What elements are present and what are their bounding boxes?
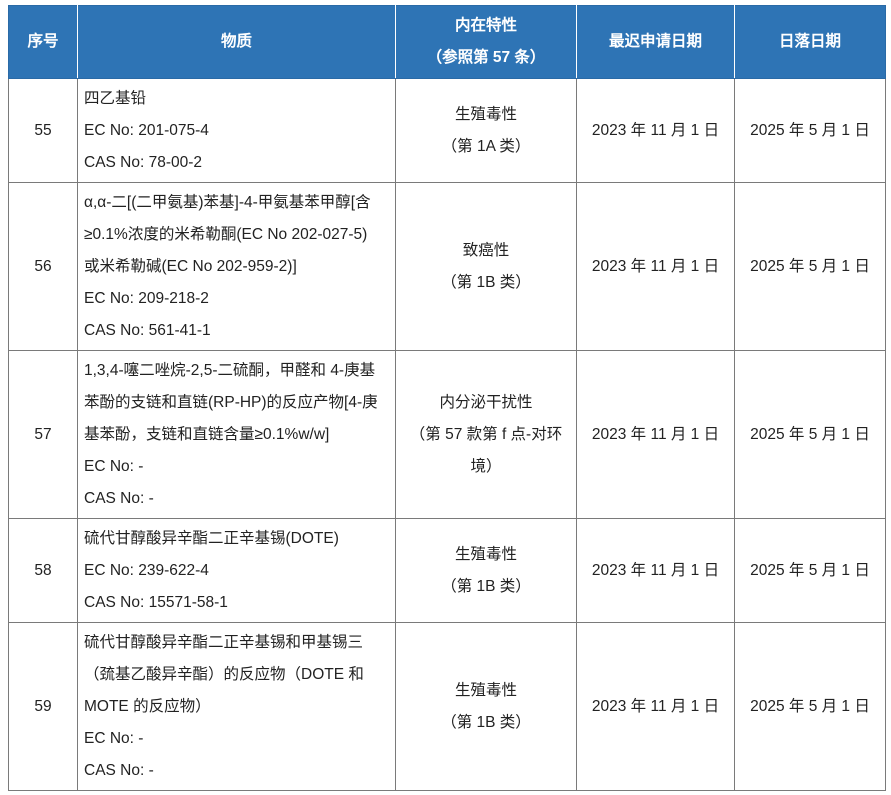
sunset-date: 2025 年 5 月 1 日 (734, 350, 886, 519)
table-header-row: 序号 物质 内在特性 （参照第 57 条） 最迟申请日期 日落日期 (8, 5, 886, 79)
substance-line: EC No: - (84, 457, 144, 475)
row-number: 55 (8, 78, 78, 183)
substance-line: 或米希勒碱(EC No 202-959-2)] (84, 257, 297, 275)
property-line: 境） (470, 457, 502, 475)
property-line: 致癌性 (462, 241, 510, 259)
substance-line: 苯酚的支链和直链(RP-HP)的反应产物[4-庚 (84, 393, 378, 411)
substance-line: CAS No: 78-00-2 (84, 153, 203, 171)
latest-application-date: 2023 年 11 月 1 日 (576, 622, 735, 791)
substance-cell: 硫代甘醇酸异辛酯二正辛基锡和甲基锡三 （巯基乙酸异辛酯）的反应物（DOTE 和 MO… (77, 622, 396, 791)
substance-line: CAS No: - (84, 489, 154, 507)
substance-cell: 硫代甘醇酸异辛酯二正辛基锡(DOTE) EC No: 239-622-4 CAS N… (77, 518, 396, 623)
property-line: （第 1B 类） (441, 713, 531, 731)
substance-line: 硫代甘醇酸异辛酯二正辛基锡和甲基锡三 (84, 633, 364, 651)
sunset-date: 2025 年 5 月 1 日 (734, 182, 886, 351)
row-number: 59 (8, 622, 78, 791)
latest-application-date: 2023 年 11 月 1 日 (576, 182, 735, 351)
substance-line: 基苯酚，支链和直链含量≥0.1%w/w] (84, 425, 330, 443)
substance-table: 序号 物质 内在特性 （参照第 57 条） 最迟申请日期 日落日期 55 四乙基铅… (8, 5, 886, 791)
property-cell: 生殖毒性 （第 1A 类） (395, 78, 577, 183)
sunset-date: 2025 年 5 月 1 日 (734, 78, 886, 183)
substance-line: MOTE 的反应物） (84, 697, 211, 715)
property-line: （第 1B 类） (441, 273, 531, 291)
header-latest-application-date: 最迟申请日期 (576, 5, 735, 79)
latest-application-date: 2023 年 11 月 1 日 (576, 78, 735, 183)
substance-line: （巯基乙酸异辛酯）的反应物（DOTE 和 (84, 665, 364, 683)
property-line: 生殖毒性 (454, 545, 517, 563)
substance-line: CAS No: 561-41-1 (84, 321, 211, 339)
property-line: 生殖毒性 (454, 105, 517, 123)
sunset-date: 2025 年 5 月 1 日 (734, 518, 886, 623)
header-no: 序号 (8, 5, 78, 79)
property-line: （第 1B 类） (441, 577, 531, 595)
property-line: （第 1A 类） (441, 137, 531, 155)
substance-line: CAS No: 15571-58-1 (84, 593, 228, 611)
substance-line: ≥0.1%浓度的米希勒酮(EC No 202-027-5) (84, 225, 368, 243)
substance-line: EC No: - (84, 729, 144, 747)
property-line: （第 57 款第 f 点-对环 (409, 425, 563, 443)
substance-line: 1,3,4-噻二唑烷-2,5-二硫酮，甲醛和 4-庚基 (84, 361, 376, 379)
row-number: 58 (8, 518, 78, 623)
property-line: 内分泌干扰性 (439, 393, 533, 411)
latest-application-date: 2023 年 11 月 1 日 (576, 518, 735, 623)
substance-cell: 1,3,4-噻二唑烷-2,5-二硫酮，甲醛和 4-庚基 苯酚的支链和直链(RP-H… (77, 350, 396, 519)
header-property-line2: （参照第 57 条） (426, 49, 546, 66)
property-cell: 内分泌干扰性 （第 57 款第 f 点-对环 境） (395, 350, 577, 519)
substance-line: α,α-二[(二甲氨基)苯基]-4-甲氨基苯甲醇[含 (84, 193, 371, 211)
table-row: 58 硫代甘醇酸异辛酯二正辛基锡(DOTE) EC No: 239-622-4 CAS… (8, 518, 886, 623)
property-line: 生殖毒性 (454, 681, 517, 699)
substance-line: 四乙基铅 (84, 89, 147, 107)
property-cell: 生殖毒性 （第 1B 类） (395, 622, 577, 791)
substance-line: 硫代甘醇酸异辛酯二正辛基锡(DOTE) (84, 529, 339, 547)
substance-line: CAS No: - (84, 761, 154, 779)
substance-cell: α,α-二[(二甲氨基)苯基]-4-甲氨基苯甲醇[含 ≥0.1%浓度的米希勒酮(E… (77, 182, 396, 351)
header-property: 内在特性 （参照第 57 条） (395, 5, 577, 79)
property-cell: 致癌性 （第 1B 类） (395, 182, 577, 351)
substance-line: EC No: 239-622-4 (84, 561, 209, 579)
table-row: 56 α,α-二[(二甲氨基)苯基]-4-甲氨基苯甲醇[含 ≥0.1%浓度的米希勒酮… (8, 182, 886, 351)
latest-application-date: 2023 年 11 月 1 日 (576, 350, 735, 519)
header-substance: 物质 (77, 5, 396, 79)
row-number: 56 (8, 182, 78, 351)
row-number: 57 (8, 350, 78, 519)
substance-cell: 四乙基铅 EC No: 201-075-4 CAS No: 78-00-2 (77, 78, 396, 183)
header-property-line1: 内在特性 (454, 17, 517, 34)
substance-line: EC No: 201-075-4 (84, 121, 209, 139)
substance-line: EC No: 209-218-2 (84, 289, 209, 307)
sunset-date: 2025 年 5 月 1 日 (734, 622, 886, 791)
table-row: 55 四乙基铅 EC No: 201-075-4 CAS No: 78-00-2 生殖毒… (8, 78, 886, 183)
table-row: 59 硫代甘醇酸异辛酯二正辛基锡和甲基锡三 （巯基乙酸异辛酯）的反应物（DOTE 和… (8, 622, 886, 791)
table-row: 57 1,3,4-噻二唑烷-2,5-二硫酮，甲醛和 4-庚基 苯酚的支链和直链(RP… (8, 350, 886, 519)
header-sunset-date: 日落日期 (734, 5, 886, 79)
property-cell: 生殖毒性 （第 1B 类） (395, 518, 577, 623)
